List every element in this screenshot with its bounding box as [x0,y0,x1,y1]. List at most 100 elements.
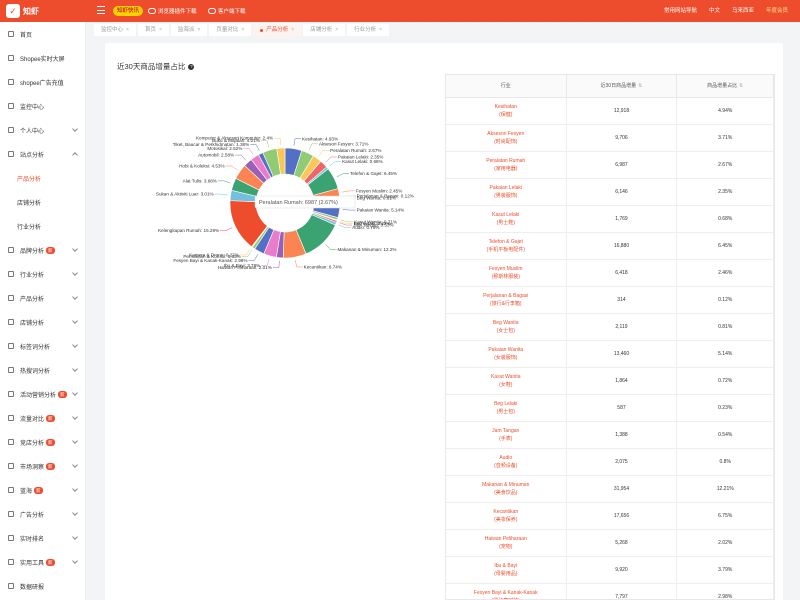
close-icon[interactable]: × [241,27,245,33]
industry-cell[interactable]: Pakaian Lelaki (男装服饰) [446,178,567,206]
industry-name[interactable]: Aksesori Fesyen [487,130,525,137]
industry-cell[interactable]: Kasut Lelaki (男士鞋) [446,205,567,233]
industry-cell[interactable]: Makanan & Minuman (美食饮品) [446,475,567,503]
plugin-download-button[interactable]: 浏览器插件下载 [148,6,197,16]
tab[interactable]: 产品分析 × [253,24,302,36]
sidebar-item[interactable]: 标签词分析 [0,334,85,358]
sort-icon[interactable]: ⇅ [638,83,643,90]
tab[interactable]: 监海派 × [170,24,208,36]
industry-cell[interactable]: Kesihatan (保健) [446,97,567,125]
industry-name[interactable]: Kasut Lelaki [492,211,520,218]
industry-name[interactable]: Ibu & Bayi [494,562,518,569]
app-logo[interactable]: ✓ 知虾 [6,3,54,19]
sidebar-item[interactable]: 行业分析 [0,262,85,286]
tab[interactable]: 监控中心 × [94,24,136,36]
sidebar-item[interactable]: 产品分析 [0,286,85,310]
close-icon[interactable]: × [291,27,295,33]
industry-name[interactable]: Telefon & Gajet [488,238,523,245]
sidebar-item[interactable]: 流量对比新 [0,406,85,430]
sort-icon[interactable]: ⇅ [739,83,744,90]
industry-name[interactable]: Pakaian Wanita [488,346,524,353]
industry-cell[interactable]: Pakaian Wanita (女装服饰) [446,340,567,368]
industry-name[interactable]: Peralatan Rumah [486,157,526,164]
close-icon[interactable]: × [126,27,129,33]
sidebar-item[interactable]: 店铺分析 [0,190,85,214]
industry-cell[interactable]: Fesyen Bayi & Kanak-Kanak(婴幼童时装) [446,583,567,599]
sidebar-item[interactable]: 竞店分析新 [0,430,85,454]
slice-label: Aksesori Fesyen: 3.71% [319,141,369,146]
industry-name[interactable]: Pakaian Lelaki [489,184,523,191]
sidebar-item[interactable]: 广告分析 [0,502,85,526]
industry-cell[interactable]: Audio (音频设备) [446,448,567,476]
menu-toggle-icon[interactable] [97,6,105,14]
industry-cell[interactable]: Ibu & Bayi (母婴用品) [446,556,567,584]
donut-chart[interactable]: Kesihatan: 4.93%Aksesori Fesyen: 3.71% Pe… [140,113,440,333]
region-select[interactable]: 马来西亚 [731,8,754,14]
industry-name[interactable]: Fesyen Muslim [488,265,523,272]
label-line [239,249,251,256]
sidebar-item[interactable]: 监控中心 [0,94,85,118]
industry-cell[interactable]: Peralatan Rumah (家用电器) [446,151,567,179]
industry-cell[interactable]: Telefon & Gajet (手机平板电配件) [446,232,567,260]
industry-name[interactable]: Beg Wanita [492,319,519,326]
industry-name[interactable]: Kasut Wanita [490,373,521,380]
sidebar-item[interactable]: 实用工具新 [0,550,85,574]
industry-name[interactable]: Fesyen Bayi & Kanak-Kanak [473,589,538,596]
industry-name[interactable]: Kesihatan [494,103,517,110]
industry-name[interactable]: Beg Lelaki [494,400,518,407]
sidebar-item[interactable]: 行业分析 [0,214,85,238]
pct-cell: 0.12% [676,286,774,314]
industry-cell[interactable]: Perjalanan & Bagasi (旅行&行李箱) [446,286,567,314]
sidebar-item[interactable]: Shopee实时大屏 [0,46,85,70]
close-icon[interactable]: × [197,27,201,33]
close-icon[interactable]: × [379,27,383,33]
tab[interactable]: 页量对比 × [209,24,252,36]
tab[interactable]: 店铺分析 × [303,24,346,36]
close-icon[interactable]: × [335,27,339,33]
industry-cell[interactable]: Beg Lelaki (男士包) [446,394,567,422]
sidebar-item[interactable]: 店铺分析 [0,310,85,334]
help-icon[interactable]: ? [188,63,195,70]
industry-name[interactable]: Perjalanan & Bagasi [483,292,529,299]
sidebar-item[interactable]: 市场洞察新 [0,454,85,478]
industry-cell[interactable]: Beg Wanita (女士包) [446,313,567,341]
pct-cell: 4.94% [676,97,774,125]
industry-cell[interactable]: Kasut Wanita (女鞋) [446,367,567,395]
tab[interactable]: 行业分析 × [347,24,390,36]
membership-badge[interactable]: 年度会员 [765,8,788,14]
industry-cell[interactable]: Aksesori Fesyen (时尚配饰) [446,124,567,152]
sidebar-item[interactable]: 首页 [0,22,85,46]
close-icon[interactable]: × [158,27,162,33]
industry-cell[interactable]: Haiwan Peliharaan (宠物) [446,529,567,557]
pie-slice[interactable] [276,147,286,175]
tab[interactable]: 首页 × [137,24,169,36]
col-count[interactable]: 近30日商品增量 ⇅ [566,75,678,98]
industry-name[interactable]: Kecantikan [493,508,519,515]
sidebar-item[interactable]: 产品分析 [0,166,85,190]
sidebar-item[interactable]: 品牌分析新 [0,238,85,262]
client-download-button[interactable]: 客户端下载 [208,6,246,16]
sidebar-item[interactable]: shopee广告充值 [0,70,85,94]
sidebar-item[interactable]: 个人中心 [0,118,85,142]
sidebar-item[interactable]: 数据研报 [0,574,85,598]
sidebar-item[interactable]: 热搜词分析 [0,358,85,382]
promo-badge[interactable]: 知虾快讯 [113,6,144,16]
industry-name[interactable]: Audio [499,454,513,461]
sidebar-item-label: 站点分析 [20,152,45,159]
count-cell: 1,769 [566,205,678,233]
logo-text: 知虾 [23,6,39,16]
sidebar-item-label: 个人中心 [20,128,45,135]
industry-name[interactable]: Haiwan Peliharaan [484,535,527,542]
sidebar-item[interactable]: 实时排名 [0,526,85,550]
col-pct[interactable]: 商品增量占比 ⇅ [676,75,774,98]
industry-name[interactable]: Makanan & Minuman [482,481,530,488]
language-select[interactable]: 中文 [708,8,720,14]
industry-cell[interactable]: Kecantikan (美妆保养) [446,502,567,530]
site-nav-link[interactable]: 常用网站导航 [663,8,697,14]
sidebar-item[interactable]: 蓝海新 [0,478,85,502]
sidebar-item[interactable]: 活动营销分析新 [0,382,85,406]
industry-name[interactable]: Jam Tangan [492,427,520,434]
sidebar-item[interactable]: 站点分析 [0,142,85,166]
industry-cell[interactable]: Jam Tangan (手表) [446,421,567,449]
industry-cell[interactable]: Fesyen Muslim (穆斯林服装) [446,259,567,287]
